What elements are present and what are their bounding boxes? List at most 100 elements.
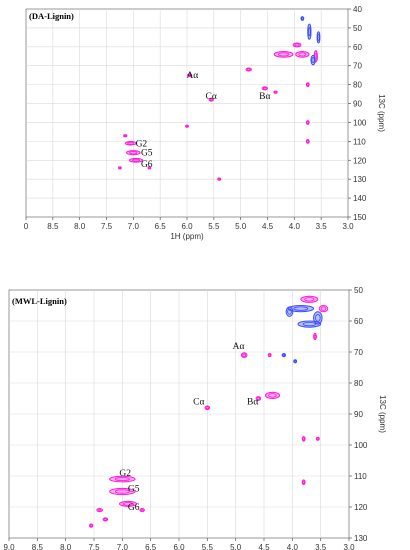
x-tick-label: 7.5 bbox=[101, 222, 113, 231]
blue-cross-peak-contour bbox=[311, 57, 315, 64]
y-tick-label: 60 bbox=[353, 43, 362, 52]
magenta-cross-peak bbox=[126, 150, 141, 156]
y-axis-label: 13C (ppm) bbox=[378, 395, 387, 433]
blue-cross-peak-contour bbox=[308, 27, 311, 37]
y-tick-label: 140 bbox=[353, 194, 367, 203]
magenta-cross-peak bbox=[273, 51, 294, 58]
magenta-cross-peak-contour bbox=[205, 406, 209, 410]
magenta-cross-peak-contour bbox=[148, 166, 151, 169]
blue-cross-peak-contour bbox=[293, 306, 309, 311]
magenta-cross-peak-contour bbox=[97, 508, 102, 512]
y-tick-label: 80 bbox=[353, 81, 362, 90]
x-tick-label: 7.5 bbox=[88, 543, 100, 550]
magenta-cross-peak bbox=[109, 487, 136, 496]
y-tick-label: 130 bbox=[353, 175, 367, 184]
magenta-cross-peak-contour bbox=[302, 437, 305, 441]
blue-cross-peak-contour bbox=[302, 321, 316, 327]
magenta-cross-peak-contour bbox=[306, 83, 309, 87]
panel-title: (DA-Lignin) bbox=[29, 11, 74, 21]
magenta-cross-peak bbox=[119, 500, 137, 507]
magenta-cross-peak-contour bbox=[316, 437, 320, 441]
x-tick-label: 4.5 bbox=[258, 543, 270, 550]
y-tick-label: 80 bbox=[354, 379, 363, 388]
magenta-cross-peak-contour bbox=[129, 151, 138, 155]
magenta-cross-peak-contour bbox=[306, 121, 309, 124]
x-tick-label: 5.0 bbox=[230, 543, 242, 550]
y-tick-label: 60 bbox=[354, 317, 363, 326]
y-tick-label: 90 bbox=[354, 410, 363, 419]
magenta-cross-peak-contour bbox=[140, 508, 144, 512]
magenta-cross-peak-contour bbox=[188, 74, 192, 77]
peak-label: Aα bbox=[233, 342, 245, 352]
magenta-cross-peak-contour bbox=[320, 306, 327, 311]
magenta-cross-peak-contour bbox=[122, 502, 134, 506]
magenta-cross-peak-contour bbox=[103, 518, 107, 521]
peak-label: G2 bbox=[136, 139, 148, 149]
magenta-cross-peak-contour bbox=[246, 68, 251, 71]
x-tick-label: 7.0 bbox=[128, 222, 140, 231]
peak-label: G5 bbox=[141, 149, 153, 159]
magenta-cross-peak-contour bbox=[262, 87, 267, 90]
x-tick-label: 3.5 bbox=[316, 222, 328, 231]
x-tick-label: 4.0 bbox=[287, 543, 299, 550]
magenta-cross-peak-contour bbox=[298, 52, 307, 57]
x-tick-label: 6.0 bbox=[181, 222, 193, 231]
x-tick-label: 5.5 bbox=[202, 543, 214, 550]
x-tick-label: 3.5 bbox=[315, 543, 327, 550]
blue-cross-peak-contour bbox=[317, 33, 320, 41]
blue-cross-peak-contour bbox=[315, 314, 321, 322]
magenta-cross-peak-contour bbox=[217, 178, 221, 181]
magenta-cross-peak-contour bbox=[89, 524, 93, 527]
blue-cross-peak-contour bbox=[293, 360, 297, 363]
blue-cross-peak bbox=[313, 311, 323, 325]
magenta-cross-peak-contour bbox=[306, 139, 309, 143]
x-tick-label: 8.5 bbox=[47, 222, 59, 231]
magenta-cross-peak-contour bbox=[274, 91, 277, 94]
magenta-cross-peak-contour bbox=[209, 98, 213, 101]
x-tick-label: 7.0 bbox=[117, 543, 129, 550]
peak-label: Cα bbox=[193, 398, 204, 408]
magenta-cross-peak bbox=[300, 295, 319, 303]
x-tick-label: 6.5 bbox=[155, 222, 167, 231]
magenta-cross-peak-contour bbox=[268, 353, 271, 357]
x-tick-label: 4.5 bbox=[262, 222, 274, 231]
x-tick-label: 8.0 bbox=[74, 222, 86, 231]
x-tick-label: 5.5 bbox=[208, 222, 220, 231]
magenta-cross-peak-contour bbox=[278, 52, 290, 57]
magenta-cross-peak-contour bbox=[268, 393, 277, 398]
magenta-cross-peak-contour bbox=[118, 166, 122, 169]
magenta-cross-peak bbox=[109, 475, 136, 483]
x-tick-label: 3.0 bbox=[342, 222, 354, 231]
magenta-cross-peak bbox=[295, 51, 310, 58]
y-tick-label: 50 bbox=[354, 286, 363, 295]
y-tick-label: 110 bbox=[353, 137, 366, 146]
y-tick-label: 120 bbox=[353, 156, 367, 165]
blue-cross-peak-contour bbox=[301, 17, 304, 20]
magenta-cross-peak-contour bbox=[242, 353, 247, 357]
x-tick-label: 8.0 bbox=[60, 543, 72, 550]
peak-label: G2 bbox=[119, 469, 131, 479]
y-tick-label: 110 bbox=[354, 472, 367, 481]
y-tick-label: 70 bbox=[353, 62, 362, 71]
x-tick-label: 0 bbox=[24, 222, 29, 231]
magenta-cross-peak-contour bbox=[114, 477, 130, 482]
magenta-cross-peak-contour bbox=[304, 297, 315, 302]
y-tick-label: 100 bbox=[354, 441, 368, 450]
blue-cross-peak-contour bbox=[287, 308, 292, 315]
y-tick-label: 100 bbox=[353, 118, 367, 127]
y-axis-label: 13C (ppm) bbox=[377, 94, 386, 132]
magenta-cross-peak-contour bbox=[294, 43, 300, 47]
magenta-cross-peak-contour bbox=[114, 489, 130, 494]
magenta-cross-peak-contour bbox=[123, 134, 127, 137]
magenta-cross-peak bbox=[318, 305, 329, 313]
peak-label: Cα bbox=[205, 92, 216, 102]
panel-title: (MWL-Lignin) bbox=[12, 296, 67, 306]
peak-label: Aα bbox=[186, 71, 198, 81]
peak-label: G6 bbox=[141, 160, 153, 170]
blue-cross-peak bbox=[287, 305, 315, 313]
magenta-cross-peak-contour bbox=[313, 334, 317, 339]
y-tick-label: 120 bbox=[354, 503, 368, 512]
x-tick-label: 9.0 bbox=[3, 543, 15, 550]
magenta-cross-peak bbox=[264, 391, 281, 399]
